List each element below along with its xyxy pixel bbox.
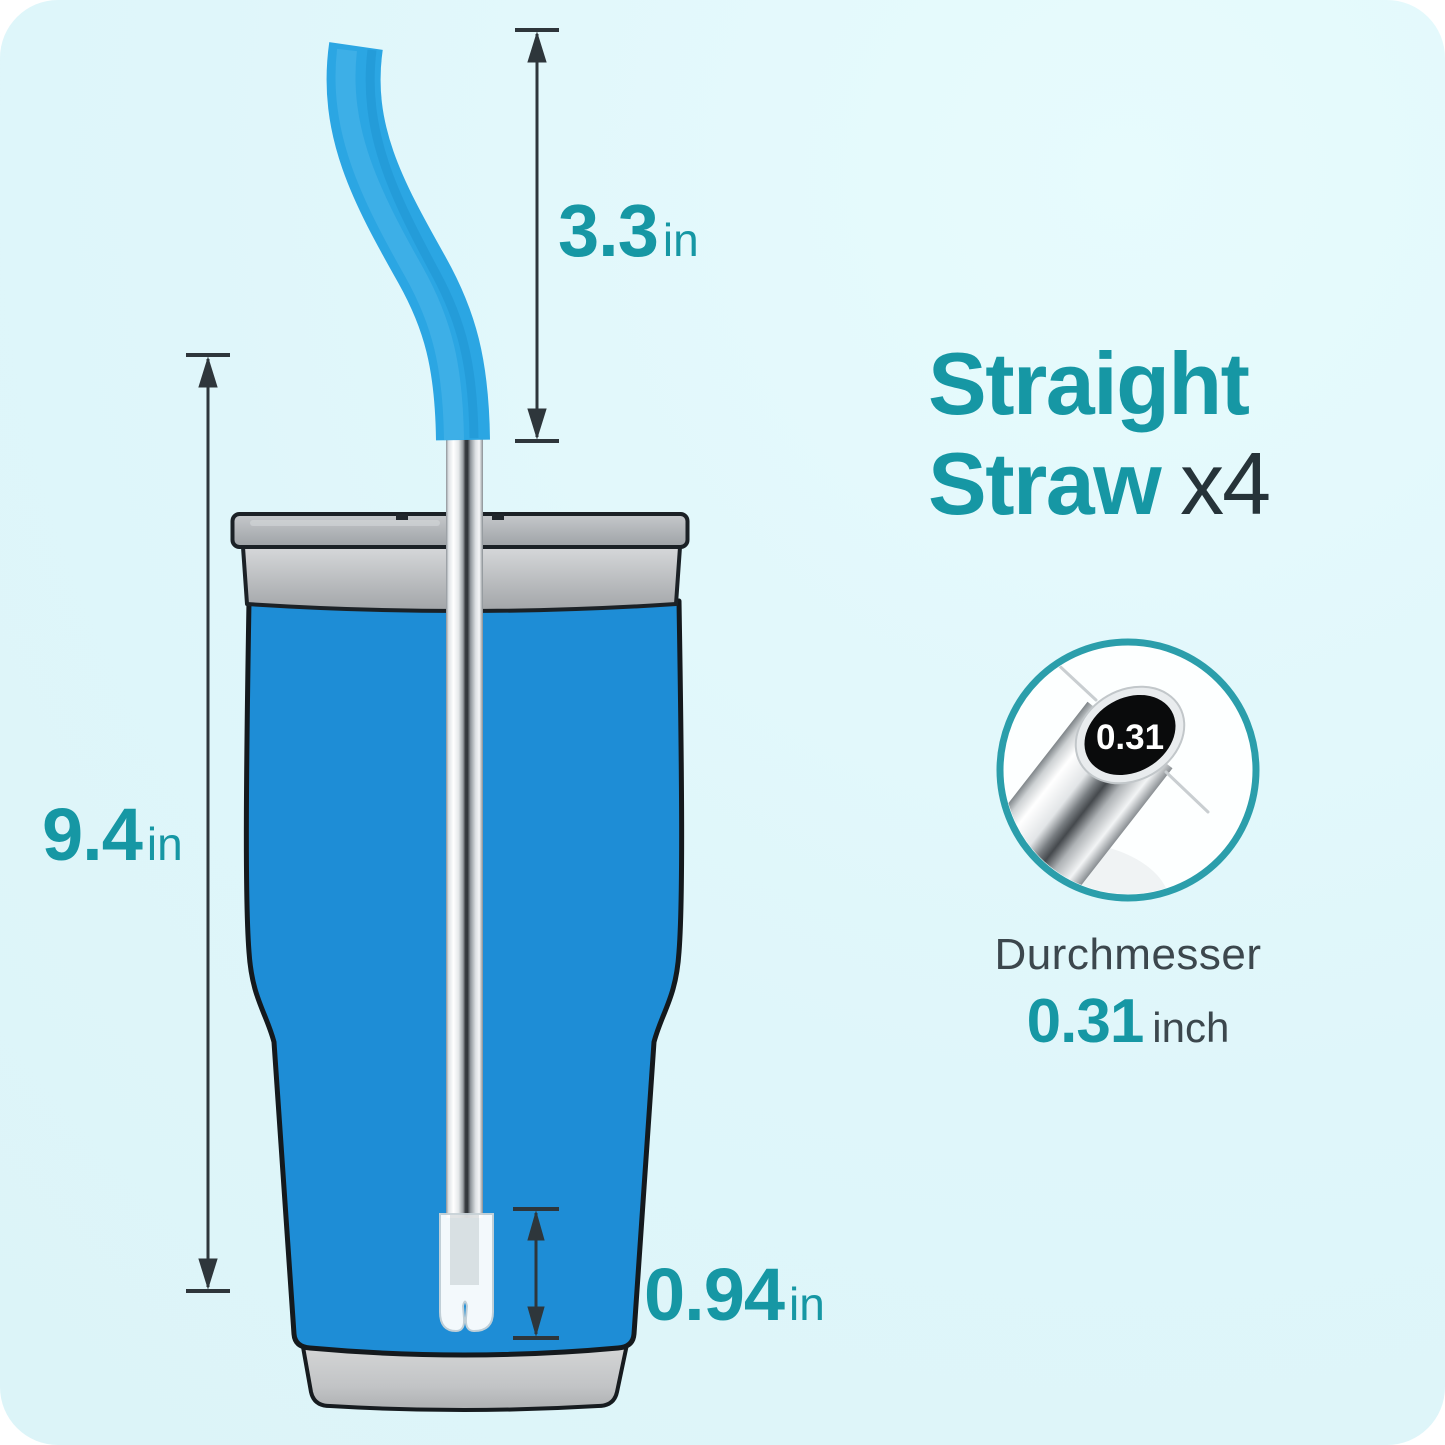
tip-length-unit: in (662, 214, 699, 266)
dimension-arrow-tip (515, 28, 559, 443)
steel-straw (446, 434, 483, 1218)
silicone-tip-top (326, 42, 490, 441)
diameter-value-label: 0.31 (1096, 718, 1164, 757)
tip-length-value: 3.3 (558, 189, 659, 272)
total-length-label: 9.4 in (42, 792, 183, 877)
diameter-line-icon (1164, 770, 1210, 814)
silicone-tip-bottom (439, 1213, 494, 1333)
product-title-line2: Straw (928, 434, 1162, 533)
diameter-caption-unit: inch (1152, 1004, 1230, 1051)
product-title: Straight Straw x4 (928, 334, 1271, 560)
dimension-arrows (186, 28, 559, 1340)
product-count-label: x4 (1180, 434, 1271, 533)
straw-opening (1084, 694, 1176, 776)
lid-slot-mark-right (492, 514, 504, 520)
diameter-line-icon (1051, 658, 1098, 702)
product-title-line1: Straight (928, 334, 1250, 433)
diameter-caption-text: Durchmesser (994, 930, 1262, 979)
total-length-value: 9.4 (42, 793, 143, 876)
base-tip-length-unit: in (789, 1278, 825, 1330)
diameter-caption-value: 0.31 (1026, 987, 1145, 1056)
base-tip-length-value: 0.94 (644, 1253, 785, 1336)
total-length-unit: in (146, 818, 183, 870)
lid-slot-mark-left (396, 514, 408, 520)
dimension-arrow-base (513, 1207, 559, 1340)
dimension-arrow-total (186, 353, 230, 1293)
tip-length-label: 3.3 in (558, 188, 699, 273)
base-tip-length-label: 0.94 in (644, 1252, 825, 1337)
diameter-caption: Durchmesser 0.31 inch (955, 930, 1301, 1057)
